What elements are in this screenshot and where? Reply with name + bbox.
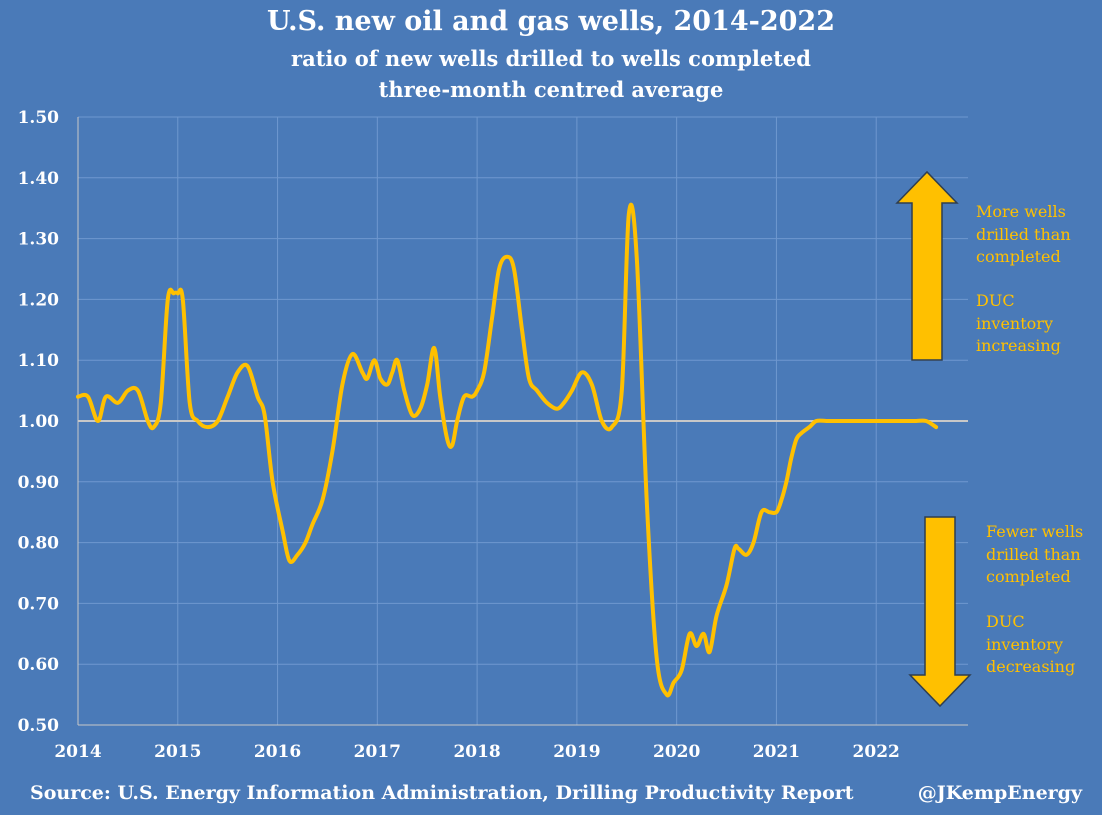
- annotation-down-line-3: completed: [986, 567, 1071, 586]
- annotation-down-2: DUC inventory decreasing: [986, 611, 1075, 679]
- x-tick-label: 2014: [54, 742, 101, 762]
- y-tick-label: 1.00: [18, 412, 60, 432]
- annotation-down-line-1: Fewer wells: [986, 522, 1084, 541]
- annotation-up-line-1: More wells: [976, 202, 1066, 221]
- x-tick-label: 2015: [154, 742, 201, 762]
- annotation-up-2: DUC inventory increasing: [976, 290, 1061, 358]
- y-tick-label: 1.10: [18, 351, 60, 371]
- annotation-up2-line-2: inventory: [976, 313, 1053, 333]
- up-arrow-icon: [895, 170, 959, 361]
- x-tick-label: 2017: [354, 742, 401, 762]
- author-handle: @JKempEnergy: [917, 782, 1082, 804]
- annotation-down2-line-1: DUC: [986, 612, 1025, 631]
- y-tick-label: 0.50: [18, 716, 60, 736]
- annotation-up-line-3: completed: [976, 247, 1061, 266]
- annotation-down2-line-2: inventory: [986, 634, 1063, 654]
- chart-subtitle-line-2: three-month centred average: [378, 77, 724, 102]
- y-tick-label: 1.20: [18, 290, 60, 310]
- x-tick-label: 2019: [553, 742, 600, 762]
- annotation-up-line-2: drilled than: [976, 224, 1071, 244]
- chart-title: U.S. new oil and gas wells, 2014-2022: [267, 6, 835, 37]
- annotation-down-1: Fewer wells drilled than completed: [986, 521, 1083, 589]
- data-series-line: [76, 202, 939, 698]
- y-tick-label: 0.90: [18, 473, 60, 493]
- x-tick-label: 2018: [453, 742, 500, 762]
- x-tick-label: 2020: [653, 742, 700, 762]
- annotation-down-line-2: drilled than: [986, 544, 1081, 564]
- y-tick-label: 0.80: [18, 534, 60, 554]
- down-arrow-icon: [908, 516, 972, 708]
- source-note: Source: U.S. Energy Information Administ…: [30, 782, 854, 804]
- annotation-down2-line-3: decreasing: [986, 657, 1076, 676]
- y-tick-label: 0.60: [18, 655, 60, 675]
- annotation-up2-line-3: increasing: [976, 336, 1061, 355]
- x-tick-label: 2016: [254, 742, 301, 762]
- y-tick-label: 1.50: [18, 108, 60, 128]
- x-tick-label: 2021: [753, 742, 800, 762]
- chart-subtitle-line-1: ratio of new wells drilled to wells comp…: [291, 46, 811, 71]
- annotation-up-1: More wells drilled than completed: [976, 201, 1071, 269]
- annotation-up2-line-1: DUC: [976, 291, 1015, 310]
- x-tick-label: 2022: [853, 742, 900, 762]
- y-tick-label: 1.40: [18, 169, 60, 189]
- y-tick-label: 1.30: [18, 230, 60, 250]
- y-tick-label: 0.70: [18, 594, 60, 614]
